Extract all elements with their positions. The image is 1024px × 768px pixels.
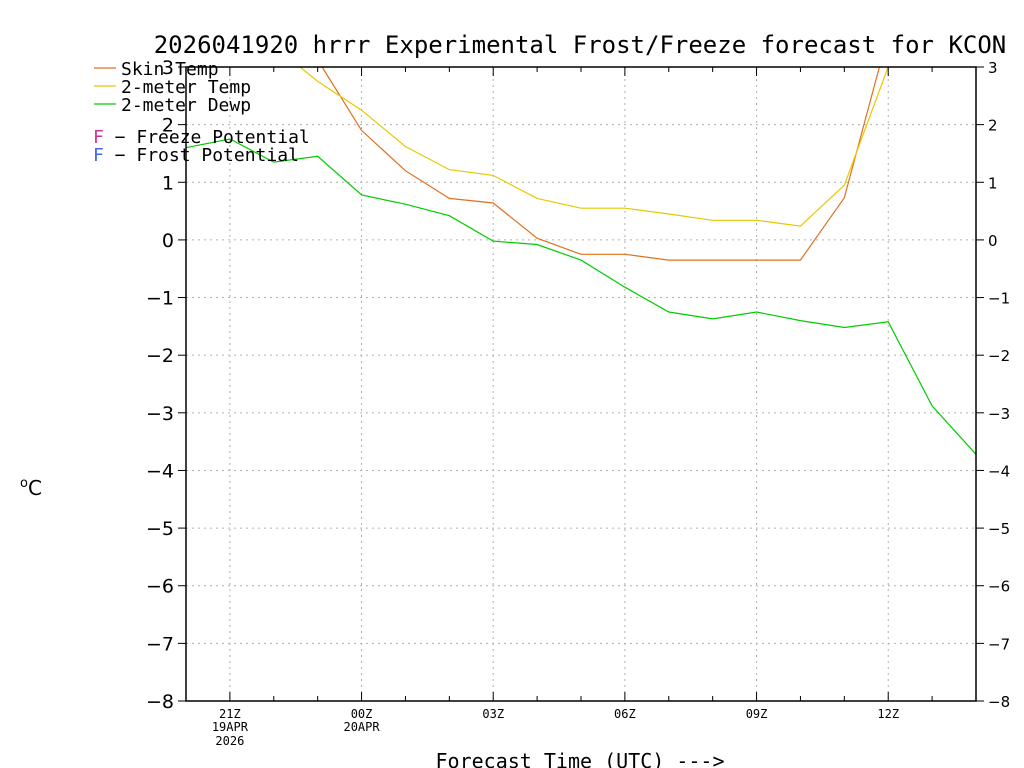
y-tick-label-right: 3 [988, 59, 998, 77]
legend-label: − Freeze Potential [104, 127, 310, 148]
y-tick-label-left: −7 [146, 633, 174, 655]
y-tick-label-left: 1 [162, 172, 174, 194]
plot-frame [185, 66, 977, 702]
y-tick-label-right: −5 [988, 520, 1010, 538]
y-tick-label-right: 2 [988, 117, 998, 135]
y-tick-label-left: −2 [146, 345, 174, 367]
y-tick-label-right: −6 [988, 578, 1010, 596]
y-tick-label-right: −8 [988, 693, 1010, 711]
grid-lines [186, 67, 976, 701]
legend-label: 2-meter Dewp [121, 95, 251, 116]
x-tick-label: 00Z [351, 707, 373, 721]
y-tick-label-right: 1 [988, 174, 998, 192]
legend-label: 2-meter Temp [121, 77, 251, 98]
y-tick-label-left: 3 [162, 57, 174, 79]
legend-label: − Frost Potential [104, 145, 299, 166]
data-series [185, 66, 977, 455]
x-tick-sublabel: 19APR [212, 720, 249, 734]
x-tick-sublabel: 20APR [343, 720, 380, 734]
axis-ticks: 3 3 2 2 1 1 0 0 −1 −1 −2 −2 −3 −3 −4 −4 −5 −5 −6 −6 −7 −7 −8 −8… [146, 57, 1010, 748]
y-tick-label-right: 0 [988, 232, 998, 250]
legend-entry: F − Freeze Potential [93, 127, 310, 148]
y-tick-label-left: −1 [146, 288, 174, 310]
chart-title: 2026041920 hrrr Experimental Frost/Freez… [154, 31, 1007, 59]
x-tick-label: 06Z [614, 707, 636, 721]
legend-label: Skin Temp [121, 59, 219, 80]
x-tick-label: 09Z [746, 707, 768, 721]
legend-marker: F [93, 145, 104, 166]
y-tick-label-left: 0 [162, 230, 174, 252]
x-tick-label: 03Z [482, 707, 504, 721]
y-tick-label-left: −3 [146, 403, 174, 425]
y-tick-label-left: −4 [146, 460, 174, 482]
series-line-skin-temp [321, 66, 880, 261]
y-tick-label-right: −1 [988, 290, 1010, 308]
x-axis-label: Forecast Time (UTC) ---> [436, 749, 725, 768]
y-tick-label-left: −8 [146, 691, 174, 713]
y-tick-label-right: −2 [988, 347, 1010, 365]
legend-entry: F − Frost Potential [93, 145, 299, 166]
y-tick-label-right: −7 [988, 635, 1010, 653]
y-tick-label-left: −6 [146, 576, 174, 598]
y-tick-label-right: −4 [988, 462, 1010, 480]
x-tick-year: 2026 [215, 734, 244, 748]
x-tick-label: 21Z [219, 707, 241, 721]
series-line-2-meter-temp [299, 66, 889, 227]
series-line-2-meter-dewp [185, 138, 977, 455]
y-axis-label: oC [20, 476, 42, 500]
legend-marker: F [93, 127, 104, 148]
y-tick-label-right: −3 [988, 405, 1010, 423]
x-tick-label: 12Z [877, 707, 899, 721]
y-tick-label-left: −5 [146, 518, 174, 540]
y-tick-label-left: 2 [162, 115, 174, 137]
